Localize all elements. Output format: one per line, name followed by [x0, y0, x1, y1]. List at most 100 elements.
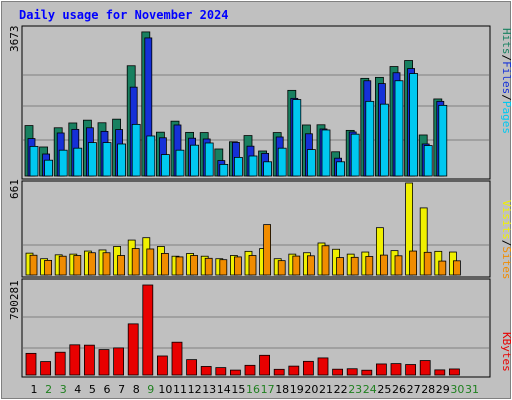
day-label: 26 [392, 383, 406, 396]
day-label: 28 [421, 383, 435, 396]
bar-pages [160, 154, 170, 177]
bar-visits [405, 182, 414, 276]
bar-sites [409, 250, 418, 276]
bar-kbytes [156, 355, 168, 376]
legend-item-kbytes: KBytes [500, 332, 512, 372]
legend-separator: / [500, 55, 512, 62]
bar-sites [131, 248, 140, 276]
day-label: 6 [104, 383, 111, 396]
legend-item-files: Files [500, 61, 512, 94]
bar-kbytes [448, 368, 460, 376]
bar-sites [190, 255, 199, 276]
bar-kbytes [84, 344, 95, 376]
bar-pages [29, 145, 39, 177]
day-label: 19 [290, 383, 304, 396]
bar-pages [88, 142, 97, 177]
bar-sites [336, 257, 345, 276]
bar-pages [44, 159, 53, 177]
legend-pages-files-hits: Hits/Files/Pages [500, 28, 512, 134]
bar-kbytes [40, 361, 51, 376]
bar-kbytes [361, 369, 373, 376]
bar-sites [321, 245, 330, 276]
bar-kbytes [419, 360, 431, 376]
legend-item-visits: Visits [500, 200, 512, 240]
bar-kbytes [113, 347, 124, 376]
bar-kbytes [302, 360, 314, 376]
bar-kbytes [25, 352, 37, 376]
bar-sites [350, 256, 359, 276]
legend-kbytes: KBytes [500, 332, 512, 372]
day-label: 9 [147, 383, 154, 396]
ymax-label-kbytes: 790281 [8, 280, 21, 320]
bar-sites [306, 255, 315, 276]
bar-sites [44, 259, 52, 276]
legend-separator: / [500, 240, 512, 247]
bar-kbytes [332, 368, 344, 376]
bar-pages [102, 142, 112, 177]
legend-sites-visits: Visits/Sites [500, 200, 512, 280]
bar-kbytes [375, 363, 387, 376]
day-label: 31 [465, 383, 479, 396]
bar-kbytes [259, 354, 271, 376]
day-label: 11 [173, 383, 187, 396]
bar-sites [204, 257, 213, 276]
legend-item-sites: Sites [500, 246, 512, 279]
day-label: 5 [89, 383, 96, 396]
bar-sites [29, 254, 38, 276]
ymax-label-pages: 3673 [8, 26, 21, 53]
bar-sites [263, 224, 272, 276]
bar-kbytes [186, 359, 198, 376]
ymax-label-sites: 661 [8, 179, 21, 199]
bar-kbytes [171, 341, 183, 376]
bar-kbytes [142, 284, 154, 376]
bar-visits [375, 227, 384, 276]
bar-kbytes [200, 366, 212, 376]
day-label: 27 [407, 383, 421, 396]
bars [24, 31, 461, 376]
bar-kbytes [244, 364, 256, 376]
bar-pages [190, 144, 200, 177]
bar-pages [365, 100, 375, 177]
bar-pages [73, 147, 83, 177]
bar-sites [379, 254, 388, 276]
day-label: 12 [188, 383, 202, 396]
day-label: 21 [319, 383, 333, 396]
day-label: 24 [363, 383, 377, 396]
bar-pages [438, 104, 448, 177]
legend-item-pages: Pages [500, 101, 512, 134]
bar-sites [117, 255, 125, 276]
bar-pages [409, 73, 419, 177]
bar-sites [233, 256, 242, 276]
bar-sites [394, 255, 403, 276]
day-label: 22 [334, 383, 348, 396]
day-label: 17 [261, 383, 275, 396]
day-label: 10 [158, 383, 172, 396]
bar-kbytes [54, 351, 66, 376]
day-label: 2 [45, 383, 52, 396]
bar-visits [419, 207, 428, 276]
bar-sites [88, 252, 96, 276]
legend-item-hits: Hits [500, 28, 512, 55]
bar-kbytes [288, 365, 300, 376]
day-label: 16 [246, 383, 260, 396]
bar-kbytes [229, 369, 241, 376]
bar-pages [306, 149, 316, 177]
bar-sites [73, 255, 82, 276]
bar-pages [379, 103, 389, 177]
bar-pages [219, 163, 229, 177]
bar-pages [336, 161, 346, 177]
bar-kbytes [215, 367, 227, 376]
bar-pages [350, 133, 360, 177]
day-label: 15 [231, 383, 245, 396]
bar-sites [146, 248, 155, 276]
bar-pages [204, 142, 214, 177]
bar-sites [365, 256, 374, 276]
bar-sites [423, 251, 432, 276]
bar-sites [219, 259, 228, 276]
chart-title: Daily usage for November 2024 [19, 8, 229, 22]
day-label: 23 [348, 383, 362, 396]
day-label: 29 [436, 383, 450, 396]
bar-pages [394, 80, 404, 177]
